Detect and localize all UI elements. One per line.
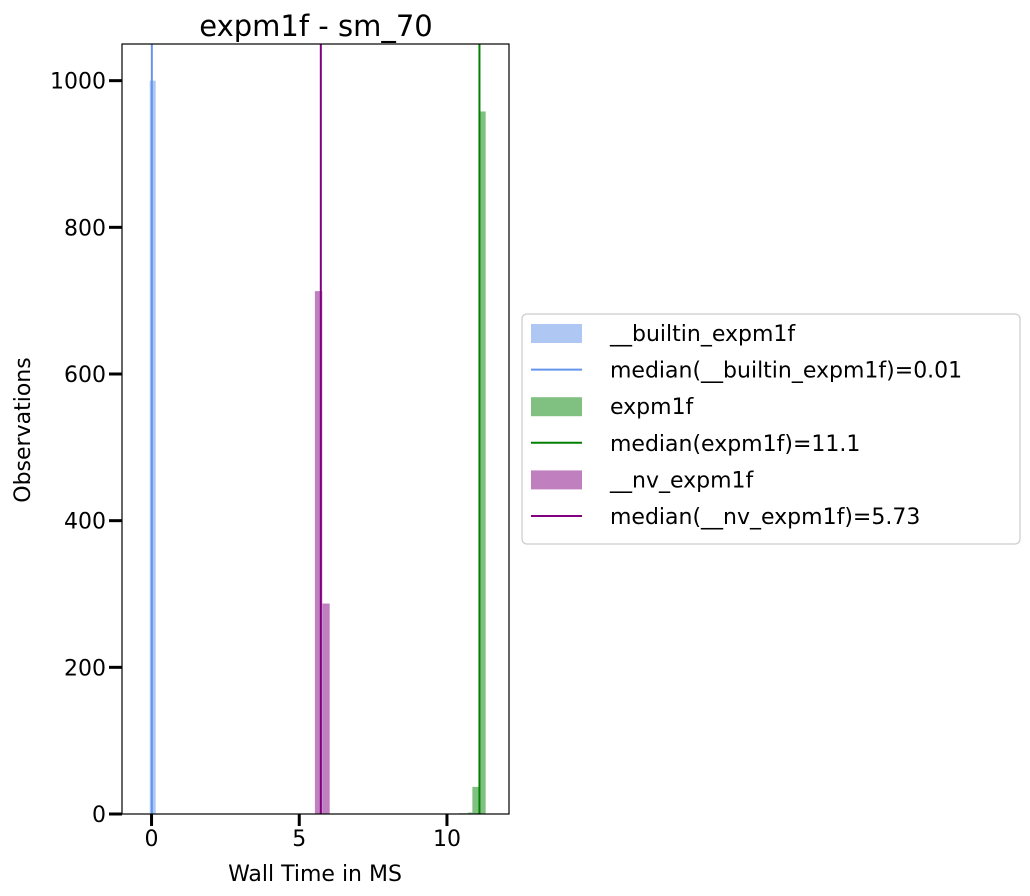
legend: __builtin_expm1f median(__builtin_expm1f)… xyxy=(521,313,1021,545)
y-tick-label: 600 xyxy=(64,363,106,388)
bar-expm1f-2 xyxy=(467,812,473,814)
bar-__nv_expm1f-1 xyxy=(322,603,330,814)
legend-frame xyxy=(521,313,1021,545)
bar-expm1f-4 xyxy=(478,111,486,814)
x-axis-label: Wall Time in MS xyxy=(228,862,402,887)
bar-expm1f-3 xyxy=(472,786,479,814)
legend-swatch-__builtin_expm1f xyxy=(531,324,582,343)
legend-median-label-__builtin_expm1f: median(__builtin_expm1f)=0.01 xyxy=(610,359,962,384)
legend-swatch-__nv_expm1f xyxy=(531,470,582,490)
legend-swatch-expm1f xyxy=(531,397,582,417)
x-tick-label: 5 xyxy=(292,827,306,852)
x-tick-label: 0 xyxy=(145,827,159,852)
legend-label-expm1f: expm1f xyxy=(610,395,695,420)
y-tick-label: 200 xyxy=(64,656,106,681)
bars-layer xyxy=(149,80,486,815)
x-tick-label: 10 xyxy=(433,827,461,852)
y-tick-label: 800 xyxy=(64,216,106,241)
legend-median-label-expm1f: median(expm1f)=11.1 xyxy=(610,432,860,457)
plot-frame xyxy=(121,43,510,815)
median-lines-layer xyxy=(150,44,481,814)
bar-__nv_expm1f-0 xyxy=(314,291,323,815)
y-axis: 0 200 400 600 800 1000 xyxy=(50,70,122,828)
legend-label-__builtin_expm1f: __builtin_expm1f xyxy=(609,322,796,347)
legend-label-__nv_expm1f: __nv_expm1f xyxy=(609,468,755,493)
y-tick-label: 400 xyxy=(64,510,106,535)
y-tick-label: 0 xyxy=(92,803,106,828)
chart-title: expm1f - sm_70 xyxy=(199,9,432,43)
x-axis: 0 5 10 xyxy=(145,814,461,852)
y-axis-label: Observations xyxy=(11,357,36,502)
y-tick-label: 1000 xyxy=(50,70,106,95)
legend-median-label-__nv_expm1f: median(__nv_expm1f)=5.73 xyxy=(610,505,920,530)
